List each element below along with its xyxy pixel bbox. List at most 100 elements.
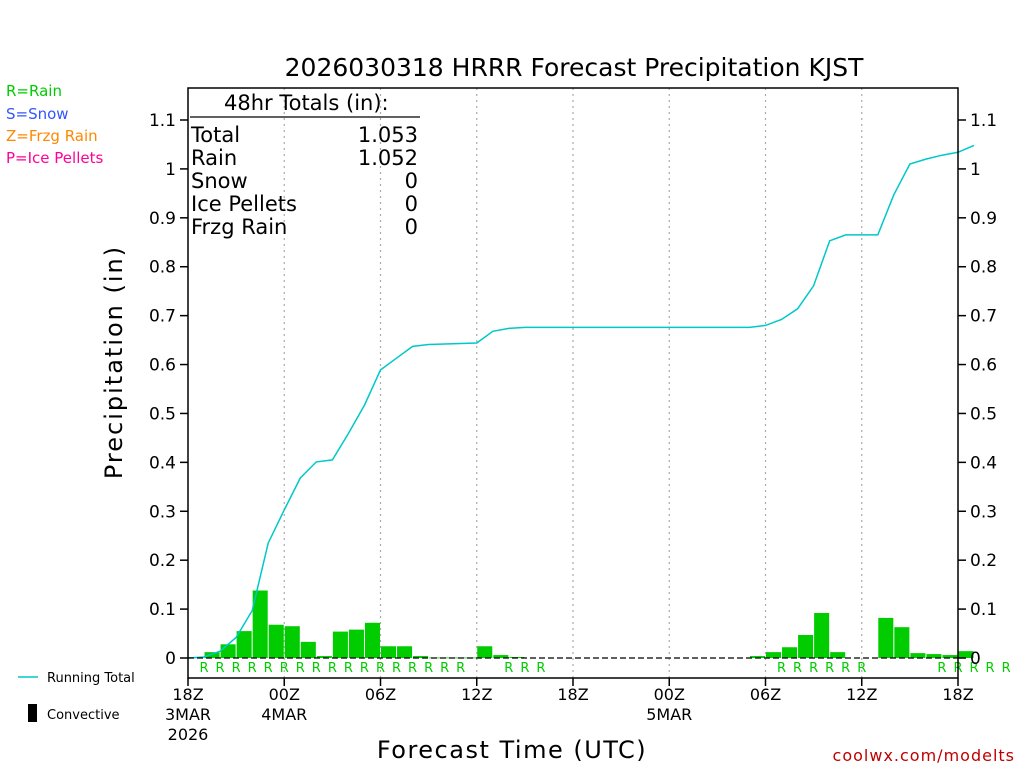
precip-bar-48	[958, 651, 974, 658]
y-axis-label: Precipitation (in)	[100, 245, 128, 479]
precip-type-mark-41: R	[857, 661, 866, 676]
credit-text: coolwx.com/modelts	[833, 746, 1015, 765]
y-tick-label-left-4: 0.4	[149, 453, 176, 473]
y-tick-label-right-7: 0.7	[970, 307, 997, 327]
chart-title: 2026030318 HRRR Forecast Precipitation K…	[285, 53, 864, 82]
precip-bar-6	[284, 626, 300, 658]
x-tick-sublabel-1: 4MAR	[261, 705, 307, 724]
y-tick-label-right-10: 1	[970, 160, 981, 180]
y-tick-label-right-4: 0.4	[970, 453, 997, 473]
precip-bar-45	[910, 653, 926, 658]
precip-type-mark-6: R	[296, 661, 305, 676]
precip-bar-40	[830, 652, 846, 658]
precip-type-mark-40: R	[841, 661, 850, 676]
precip-type-mark-21: R	[536, 661, 545, 676]
totals-value-snow: 0	[405, 169, 418, 193]
x-tick-label-7: 12Z	[846, 685, 877, 704]
precip-bar-38	[798, 635, 814, 658]
y-axis-ticks: 0 00.1 0.10.2 0.20.3 0.30.4 0.40.5 0.50.6 0.60.…	[149, 111, 997, 669]
precip-bar-47	[942, 655, 958, 658]
precip-type-mark-10: R	[360, 661, 369, 676]
legend-snow: S=Snow	[6, 105, 69, 123]
precip-bar-37	[782, 647, 798, 658]
precip-type-mark-13: R	[408, 661, 417, 676]
running-total-legend-label: Running Total	[47, 671, 135, 686]
legend-frzg-rain: Z=Frzg Rain	[6, 127, 98, 145]
precip-type-mark-14: R	[424, 661, 433, 676]
precip-bar-12	[381, 646, 397, 658]
totals-label-total: Total	[190, 123, 240, 147]
plot-frame	[187, 87, 959, 679]
y-tick-label-right-2: 0.2	[970, 551, 997, 571]
totals-label-ice-pellets: Ice Pellets	[191, 192, 297, 216]
x-tick-year-0: 2026	[168, 725, 209, 744]
x-tick-sublabel-0: 3MAR	[165, 705, 211, 724]
precip-type-mark-0: R	[200, 661, 209, 676]
x-tick-label-0: 18Z	[172, 685, 203, 704]
precip-bar-44	[894, 627, 910, 658]
precip-type-mark-5: R	[280, 661, 289, 676]
precip-bar-9	[332, 631, 348, 658]
x-tick-sublabel-5: 5MAR	[646, 705, 692, 724]
precip-bar-14	[413, 656, 429, 658]
precip-type-mark-15: R	[440, 661, 449, 676]
convective-legend-label: Convective	[47, 708, 120, 723]
totals-label-snow: Snow	[191, 169, 248, 193]
precip-type-mark-3: R	[248, 661, 257, 676]
precip-bar-18	[477, 646, 493, 658]
y-tick-label-left-8: 0.8	[149, 258, 176, 278]
y-tick-label-left-9: 0.9	[149, 209, 176, 229]
precip-bar-19	[493, 655, 509, 658]
precip-type-mark-50: R	[1002, 661, 1011, 676]
precip-type-mark-19: R	[504, 661, 513, 676]
x-tick-label-1: 00Z	[269, 685, 300, 704]
precip-type-mark-1: R	[216, 661, 225, 676]
x-tick-label-3: 12Z	[461, 685, 492, 704]
y-tick-label-right-9: 0.9	[970, 209, 997, 229]
totals-value-ice-pellets: 0	[405, 192, 418, 216]
x-axis-label: Forecast Time (UTC)	[377, 736, 647, 764]
running-total-line	[187, 144, 975, 659]
y-tick-label-left-6: 0.6	[149, 356, 176, 376]
precip-bar-2	[220, 644, 236, 658]
precip-bar-13	[397, 646, 413, 658]
y-tick-label-left-7: 0.7	[149, 307, 176, 327]
precip-type-mark-7: R	[312, 661, 321, 676]
precip-type-mark-49: R	[986, 661, 995, 676]
precip-bar-1	[204, 652, 220, 658]
precip-bar-36	[766, 652, 782, 658]
y-tick-label-left-11: 1.1	[149, 111, 176, 131]
precip-type-mark-37: R	[793, 661, 802, 676]
y-tick-label-right-11: 1.1	[970, 111, 997, 131]
precip-bar-43	[878, 617, 894, 658]
y-tick-label-right-8: 0.8	[970, 258, 997, 278]
precip-bar-4	[252, 590, 268, 658]
x-tick-label-6: 06Z	[750, 685, 781, 704]
precip-type-mark-16: R	[456, 661, 465, 676]
totals-value-rain: 1.052	[358, 146, 418, 170]
precip-bar-11	[364, 622, 380, 658]
precip-type-mark-39: R	[825, 661, 834, 676]
x-tick-label-8: 18Z	[942, 685, 973, 704]
precip-bar-39	[814, 613, 830, 658]
y-tick-label-right-3: 0.3	[970, 502, 997, 522]
totals-label-rain: Rain	[191, 146, 237, 170]
x-tick-label-2: 06Z	[365, 685, 396, 704]
y-tick-label-right-5: 0.5	[970, 404, 997, 424]
convective-legend-swatch	[28, 704, 37, 722]
precip-bar-5	[268, 624, 284, 658]
x-tick-label-4: 18Z	[557, 685, 588, 704]
precip-bar-3	[236, 631, 252, 658]
precip-type-mark-46: R	[937, 661, 946, 676]
precip-bar-35	[749, 656, 765, 658]
x-tick-label-5: 00Z	[654, 685, 685, 704]
precip-bar-8	[316, 656, 332, 658]
totals-box: 48hr Totals (in): Total 1.053 Rain 1.052…	[190, 91, 420, 239]
y-tick-label-left-10: 1	[165, 160, 176, 180]
precip-type-mark-20: R	[520, 661, 529, 676]
y-tick-label-left-2: 0.2	[149, 551, 176, 571]
y-tick-label-left-5: 0.5	[149, 404, 176, 424]
totals-value-total: 1.053	[358, 123, 418, 147]
